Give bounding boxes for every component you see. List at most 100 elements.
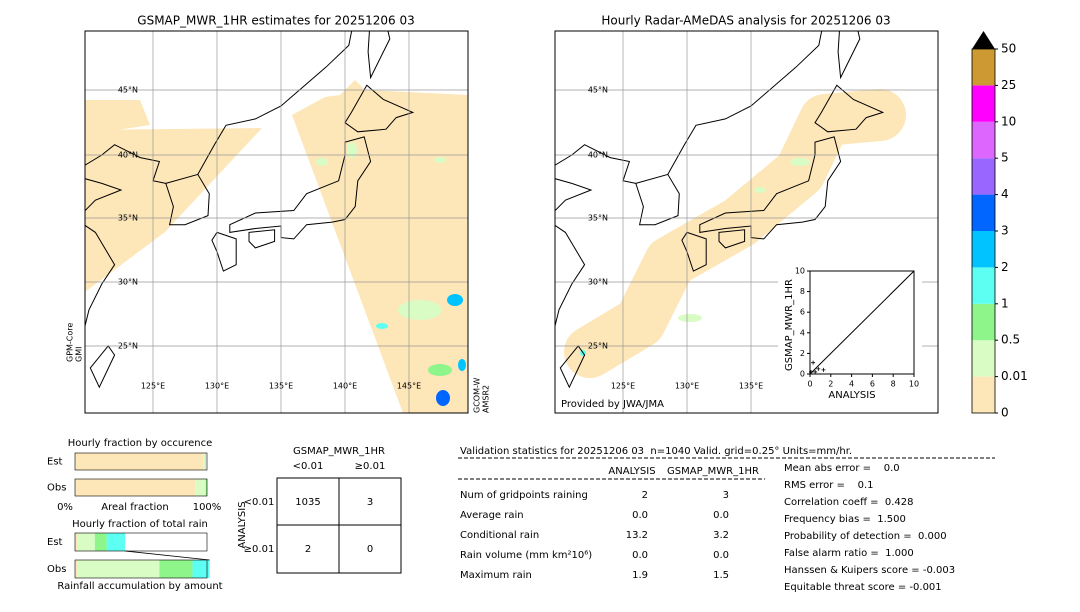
table-cell: 0 [367,544,373,555]
scatter-point [816,366,821,371]
sensor-label: GPM-Core [66,323,75,362]
fraction-segment [77,533,95,551]
colorbar-segment [972,194,995,231]
stat-value: 0.0 [713,550,729,561]
col-header: <0.01 [293,461,324,472]
stat-label: Rain volume (mm km²10⁶) [460,550,592,561]
y-tick-label: 0 [800,370,805,379]
fraction-segment [77,560,160,578]
fraction-segment [205,479,207,496]
colorbar-segment [972,121,995,159]
lat-label: 40°N [588,151,608,160]
stat-value: 3.2 [713,530,729,541]
colorbar-segment [972,49,995,86]
x-tick-label: 6 [870,380,875,389]
stat-value: 1.5 [713,570,729,581]
left-map [85,31,468,413]
col-header: ANALYSIS [608,466,655,477]
map-frame [84,30,469,414]
x-label: 100% [193,502,222,513]
table-cell: 2 [305,544,311,555]
lat-label: 35°N [118,214,138,223]
bar-frame [74,452,208,471]
stat-label: Average rain [460,510,524,521]
colorbar-label: 0 [1001,406,1009,420]
x-tick-label: 8 [891,380,896,389]
score: Correlation coeff = 0.428 [784,497,914,508]
fraction-segment [159,560,193,578]
map-frame [554,30,939,414]
score: Probability of detection = 0.000 [784,531,947,542]
x-label: Rainfall accumulation by amount [57,581,222,592]
lon-label: 135°E [269,382,293,391]
x-tick-label: 10 [909,380,919,389]
y-axis-label: GSMAP_MWR_1HR [784,279,795,371]
panel-title: Hourly fraction of total rain [72,519,208,530]
lon-label: 145°E [397,382,421,391]
sensor-label: AMSR2 [482,385,491,413]
stat-label: Num of gridpoints raining [460,490,588,501]
row-label: Obs [47,483,66,494]
stat-label: Maximum rain [460,570,532,581]
map-title: Hourly Radar-AMeDAS analysis for 2025120… [601,14,890,28]
lat-label: 40°N [118,151,138,160]
credit: Provided by JWA/JMA [561,399,664,410]
row-axis-label: ANALYSIS [237,501,248,548]
score: RMS error = 0.1 [784,480,874,491]
fraction-segment [75,453,204,470]
lat-label: 25°N [588,342,608,351]
lon-label: 130°E [205,382,229,391]
scatter-point [811,360,816,365]
sensor-label: GMI [75,347,84,362]
panel-title: Hourly fraction by occurence [68,438,212,449]
x-label: 0% [57,502,73,513]
sensor-label: GCOM-W [473,377,482,413]
stat-label: Conditional rain [460,530,539,541]
score: Hanssen & Kuipers score = -0.003 [784,565,955,576]
x-tick-label: 0 [807,380,812,389]
lat-label: 25°N [118,342,138,351]
table-title: GSMAP_MWR_1HR [293,446,385,457]
bar-frame [74,478,208,497]
score: False alarm ratio = 1.000 [784,548,914,559]
colorbar-extend [972,31,995,49]
lon-label: 125°E [141,382,165,391]
lon-label: 135°E [739,382,763,391]
row-label: Est [47,457,63,468]
inset-frame [809,270,915,375]
stat-value: 0.0 [632,510,648,521]
colorbar-label: 3 [1001,224,1009,238]
fraction-segment [192,560,210,578]
table-cell: 3 [367,497,373,508]
lon-label: 140°E [333,382,357,391]
lat-label: 45°N [118,86,138,95]
row-label: Obs [47,564,66,575]
fraction-segment [94,533,107,551]
row-label: Est [47,537,63,548]
scatter-point [813,369,818,374]
lat-label: 45°N [588,86,608,95]
score: Mean abs error = 0.0 [784,463,900,474]
colorbar-label: 0.5 [1001,333,1020,347]
colorbar-segment [972,231,995,268]
colorbar-label: 50 [1001,42,1016,56]
lon-label: 125°E [611,382,635,391]
lat-label: 35°N [588,214,608,223]
colorbar-label: 1 [1001,296,1009,310]
stat-value: 0.0 [713,510,729,521]
stats-header: Validation statistics for 20251206 03 n=… [460,446,852,457]
colorbar-segment [972,340,995,377]
colorbar-segment [972,303,995,341]
x-tick-label: 2 [828,380,833,389]
colorbar-label: 10 [1001,114,1016,128]
colorbar-segment [972,158,995,195]
connector [125,550,210,561]
fraction-segment [205,453,206,470]
colorbar-label: 4 [1001,187,1009,201]
stat-value: 0.0 [632,550,648,561]
fraction-segment [75,533,78,551]
stat-value: 3 [723,490,729,501]
y-tick-label: 10 [795,267,805,276]
y-tick-label: 6 [800,308,805,317]
